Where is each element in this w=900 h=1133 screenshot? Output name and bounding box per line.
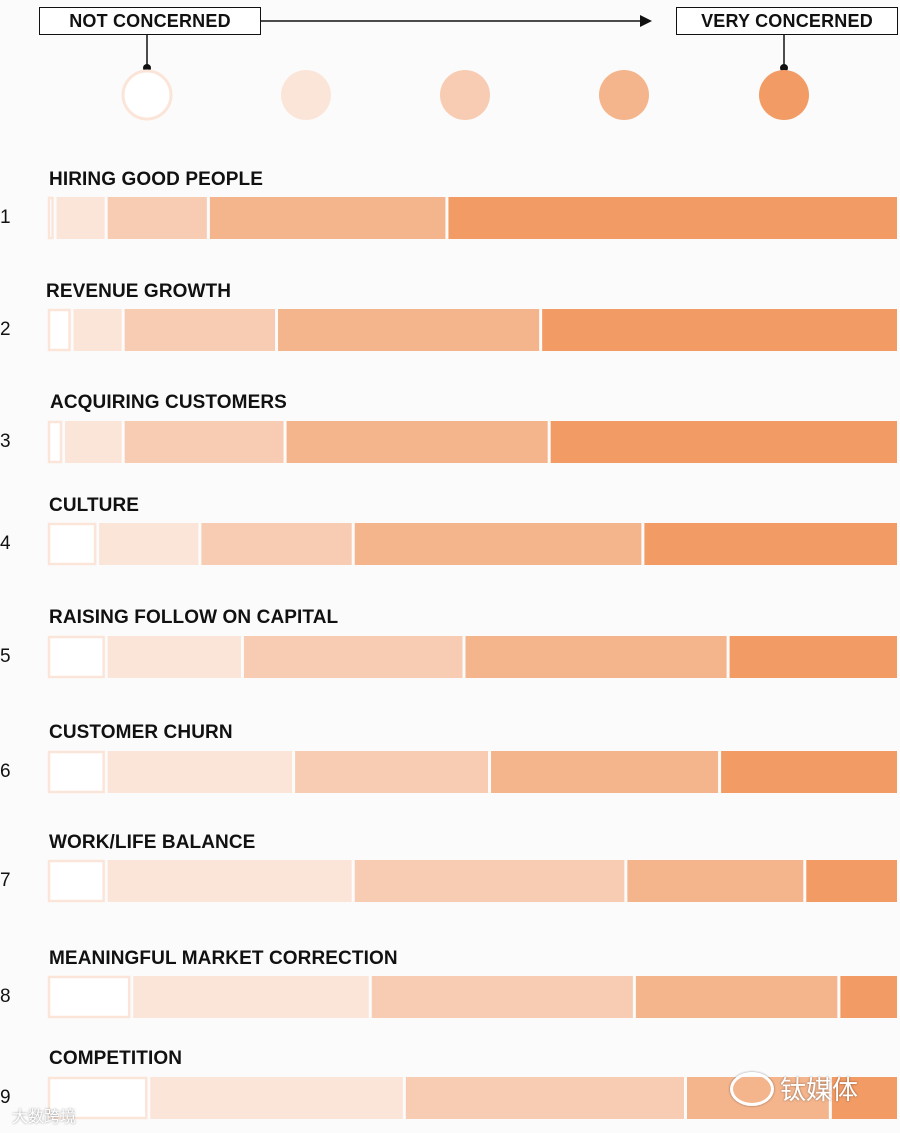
bar-segment-3-5 — [550, 421, 897, 463]
legend-circle-2 — [281, 70, 331, 120]
bar-segment-6-1 — [47, 750, 105, 794]
bar-segment-9-1 — [47, 1076, 148, 1120]
bar-segment-5-5 — [729, 636, 897, 678]
bar-segment-7-5 — [806, 860, 897, 902]
bar-segment-1-2 — [56, 197, 105, 239]
watermark-left-text: 大数跨境 — [12, 1107, 77, 1126]
rank-label: 4 — [0, 533, 11, 554]
rank-label: 1 — [0, 207, 11, 228]
category-label: ACQUIRING CUSTOMERS — [50, 392, 287, 413]
category-label: CUSTOMER CHURN — [49, 722, 233, 743]
wechat-icon — [730, 1071, 774, 1106]
bar-segment-2-3 — [124, 309, 276, 351]
bar-segment-6-4 — [491, 751, 719, 793]
legend-circle-4 — [599, 70, 649, 120]
rank-label: 3 — [0, 431, 11, 452]
bar-segment-8-2 — [133, 976, 369, 1018]
bar-segment-5-3 — [243, 636, 463, 678]
bar-segment-2-5 — [542, 309, 897, 351]
bar-segment-1-5 — [448, 197, 897, 239]
bar-segment-1-4 — [209, 197, 446, 239]
bar-segment-2-2 — [73, 309, 122, 351]
watermark-right-text: 钛媒体 — [780, 1076, 859, 1106]
category-label: HIRING GOOD PEOPLE — [49, 169, 263, 190]
bar-segment-9-3 — [405, 1077, 684, 1119]
category-label: RAISING FOLLOW ON CAPITAL — [49, 607, 339, 628]
category-label: REVENUE GROWTH — [46, 281, 232, 302]
bars-group — [47, 196, 897, 1120]
rank-label: 8 — [0, 986, 11, 1007]
bar-segment-9-2 — [150, 1077, 403, 1119]
high-pointer-dot — [780, 64, 788, 72]
bar-segment-6-2 — [107, 751, 293, 793]
bar-segment-7-3 — [354, 860, 625, 902]
legend-circle-1 — [121, 69, 173, 121]
bar-segment-2-4 — [278, 309, 540, 351]
scale-low-label: NOT CONCERNED — [39, 7, 261, 35]
watermark-left: 大数跨境 — [12, 1103, 76, 1127]
rank-label: 6 — [0, 761, 11, 782]
category-label: MEANINGFUL MARKET CORRECTION — [49, 948, 398, 969]
bar-segment-5-4 — [465, 636, 727, 678]
scale-arrowhead — [640, 15, 652, 27]
bar-segment-1-1 — [47, 196, 54, 240]
category-label: WORK/LIFE BALANCE — [49, 832, 256, 853]
bar-segment-7-1 — [47, 859, 105, 903]
bar-segment-3-3 — [124, 421, 284, 463]
bar-segment-9-5 — [831, 1077, 897, 1119]
bar-segment-4-3 — [201, 523, 352, 565]
bar-segment-4-4 — [354, 523, 642, 565]
bar-segment-7-4 — [627, 860, 804, 902]
bar-segment-8-3 — [371, 976, 633, 1018]
bar-segment-4-2 — [99, 523, 199, 565]
category-label: COMPETITION — [49, 1048, 183, 1069]
rank-label: 5 — [0, 646, 11, 667]
rank-label: 7 — [0, 870, 11, 891]
bar-segment-4-1 — [47, 522, 97, 566]
bar-segment-8-1 — [47, 975, 131, 1019]
bar-segment-6-5 — [721, 751, 897, 793]
scale-legend — [121, 69, 809, 121]
bar-segment-5-1 — [47, 635, 105, 679]
bar-segment-8-4 — [635, 976, 838, 1018]
watermark-right: 钛媒体 — [730, 1070, 858, 1107]
bar-segment-4-5 — [644, 523, 897, 565]
scale-high-label: VERY CONCERNED — [676, 7, 898, 35]
bar-segment-3-1 — [47, 420, 63, 464]
rank-label: 9 — [0, 1087, 11, 1108]
bar-segment-5-2 — [107, 636, 241, 678]
rank-label: 2 — [0, 319, 11, 340]
bar-segment-7-2 — [107, 860, 352, 902]
bar-segment-2-1 — [47, 308, 71, 352]
legend-circle-5 — [759, 70, 809, 120]
bar-segment-8-5 — [840, 976, 897, 1018]
bar-segment-3-2 — [65, 421, 122, 463]
category-label: CULTURE — [49, 495, 140, 516]
bar-segment-6-3 — [295, 751, 489, 793]
legend-circle-3 — [440, 70, 490, 120]
bar-segment-3-4 — [286, 421, 548, 463]
bar-segment-1-3 — [107, 197, 207, 239]
